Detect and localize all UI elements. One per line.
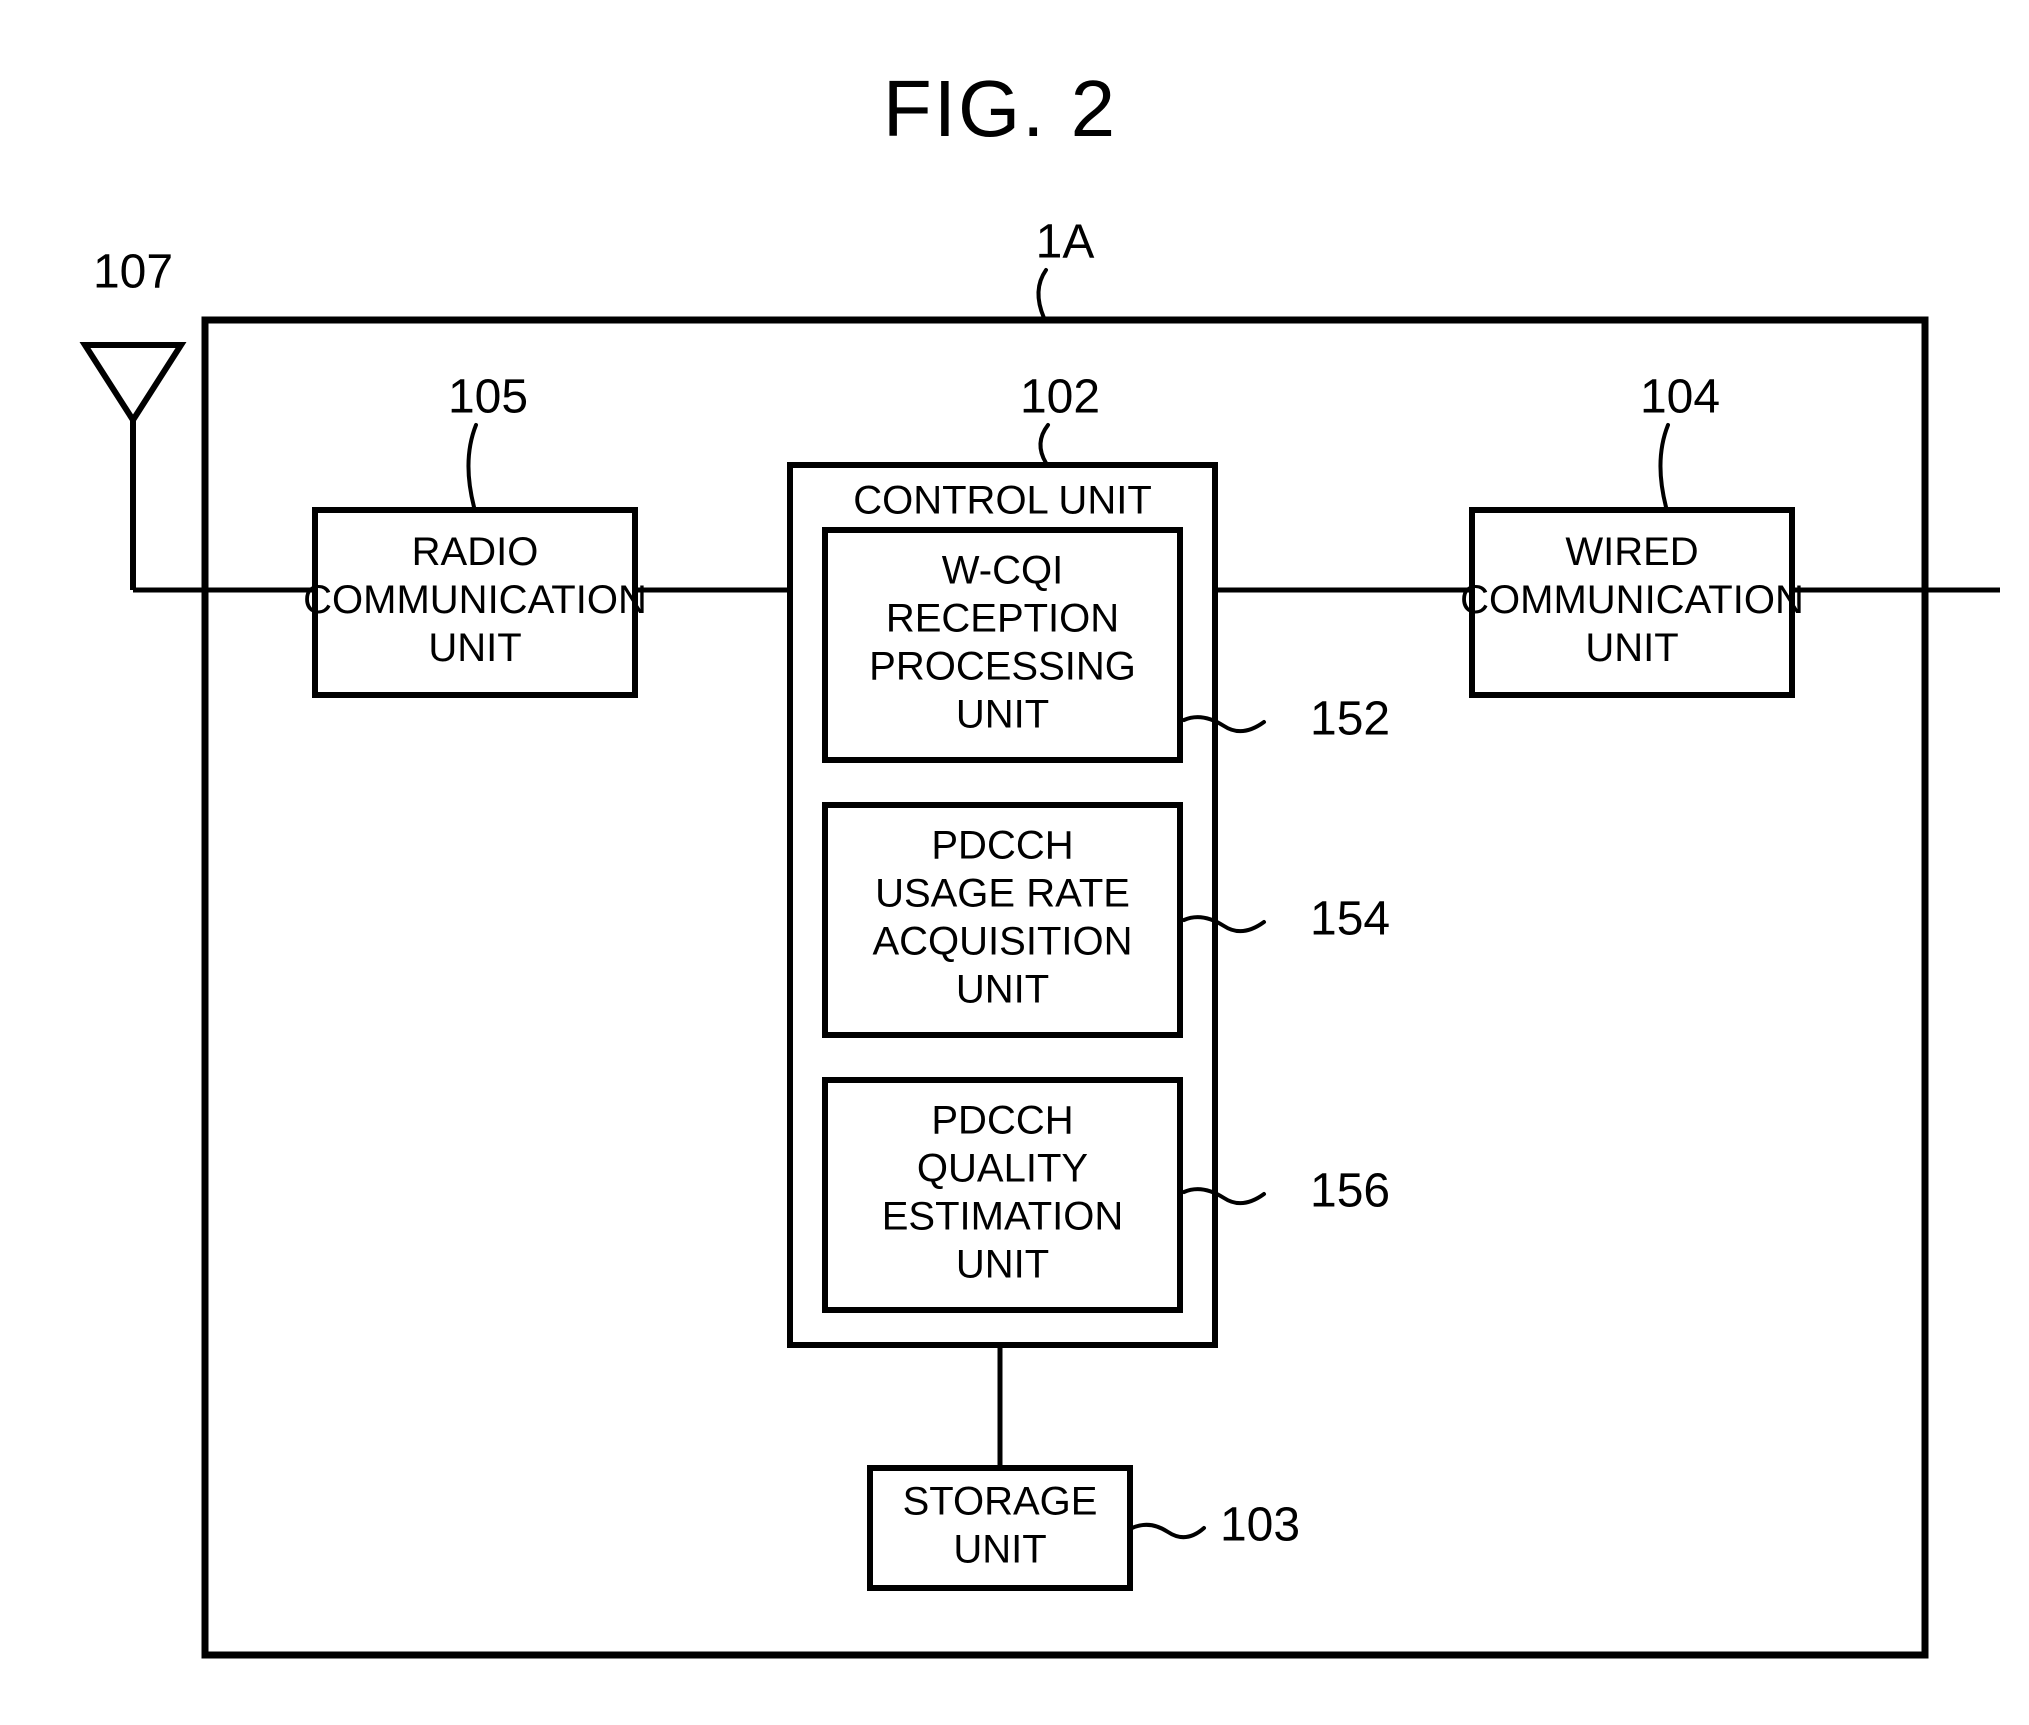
ref-152: 152 bbox=[1310, 693, 1390, 746]
svg-text:COMMUNICATION: COMMUNICATION bbox=[303, 578, 647, 622]
svg-text:W-CQI: W-CQI bbox=[942, 549, 1063, 593]
svg-text:PDCCH: PDCCH bbox=[931, 824, 1073, 868]
svg-text:UNIT: UNIT bbox=[953, 1528, 1046, 1572]
svg-text:RECEPTION: RECEPTION bbox=[886, 597, 1119, 641]
ref-103: 103 bbox=[1220, 1499, 1300, 1552]
svg-text:UNIT: UNIT bbox=[428, 626, 521, 670]
ref-107: 107 bbox=[93, 246, 173, 299]
svg-text:QUALITY: QUALITY bbox=[917, 1147, 1088, 1191]
ref-154: 154 bbox=[1310, 893, 1390, 946]
svg-text:UNIT: UNIT bbox=[956, 1243, 1049, 1287]
leader-1A bbox=[1038, 270, 1046, 318]
svg-text:PROCESSING: PROCESSING bbox=[869, 645, 1136, 689]
svg-text:RADIO: RADIO bbox=[412, 530, 539, 574]
svg-text:FIG. 2: FIG. 2 bbox=[883, 64, 1117, 153]
svg-text:COMMUNICATION: COMMUNICATION bbox=[1460, 578, 1804, 622]
ref-1A: 1A bbox=[1036, 216, 1095, 269]
svg-text:UNIT: UNIT bbox=[1585, 626, 1678, 670]
svg-text:CONTROL UNIT: CONTROL UNIT bbox=[853, 479, 1152, 523]
ref-102: 102 bbox=[1020, 371, 1100, 424]
ref-104: 104 bbox=[1640, 371, 1720, 424]
svg-text:STORAGE: STORAGE bbox=[903, 1480, 1098, 1524]
svg-text:ACQUISITION: ACQUISITION bbox=[872, 920, 1132, 964]
svg-text:USAGE RATE: USAGE RATE bbox=[875, 872, 1130, 916]
ref-156: 156 bbox=[1310, 1165, 1390, 1218]
svg-text:WIRED: WIRED bbox=[1565, 530, 1698, 574]
svg-text:ESTIMATION: ESTIMATION bbox=[882, 1195, 1123, 1239]
ref-105: 105 bbox=[448, 371, 528, 424]
svg-text:PDCCH: PDCCH bbox=[931, 1099, 1073, 1143]
svg-text:UNIT: UNIT bbox=[956, 968, 1049, 1012]
antenna-icon bbox=[85, 345, 181, 420]
svg-text:UNIT: UNIT bbox=[956, 693, 1049, 737]
